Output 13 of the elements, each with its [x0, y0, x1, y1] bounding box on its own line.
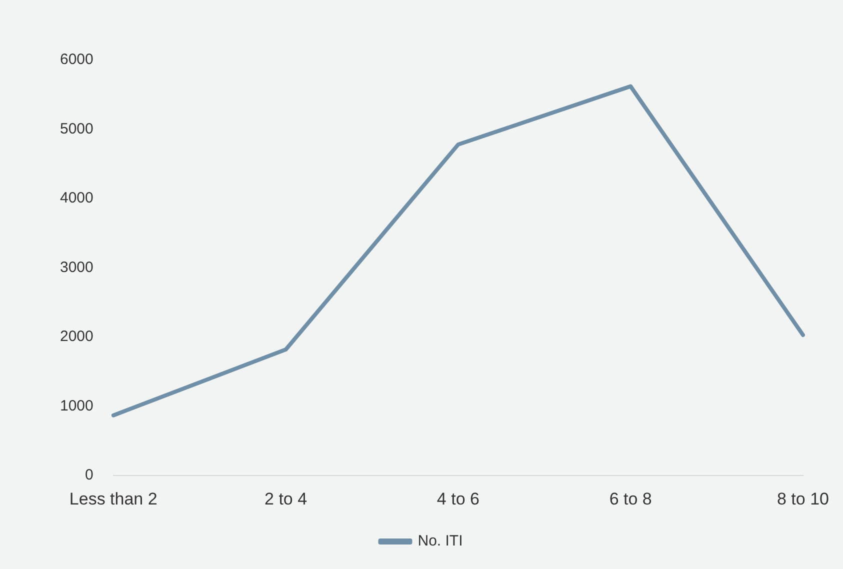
- y-tick-label: 5000: [60, 120, 94, 138]
- y-tick-label: 2000: [60, 328, 94, 346]
- y-tick-label: 6000: [60, 51, 94, 68]
- y-tick-label: 4000: [60, 190, 94, 207]
- x-tick-label: 4 to 6: [436, 489, 480, 508]
- y-tick-label: 0: [85, 466, 94, 484]
- y-tick-label: 1000: [60, 397, 94, 414]
- x-tick-label: 6 to 8: [609, 489, 652, 508]
- x-tick-label: 2 to 4: [264, 489, 308, 508]
- legend-label: No. ITI: [418, 532, 463, 550]
- x-tick-label: 8 to 10: [777, 489, 829, 508]
- y-tick-label: 3000: [60, 258, 94, 276]
- x-tick-label: Less than 2: [69, 489, 158, 508]
